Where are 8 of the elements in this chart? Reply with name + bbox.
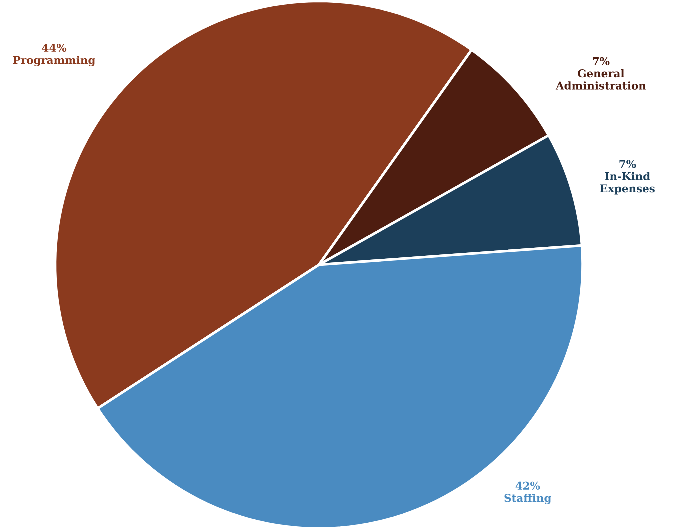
- slice-label: Staffing: [504, 494, 552, 504]
- data-label: 7%: [593, 57, 610, 66]
- slice-label: General Administration: [556, 69, 646, 90]
- data-label: 42%: [516, 482, 540, 490]
- data-label: 7%: [620, 160, 636, 168]
- slice-label: In-Kind Expenses: [600, 172, 655, 195]
- data-label: 44%: [42, 44, 67, 52]
- slice-label: Programming: [13, 56, 96, 66]
